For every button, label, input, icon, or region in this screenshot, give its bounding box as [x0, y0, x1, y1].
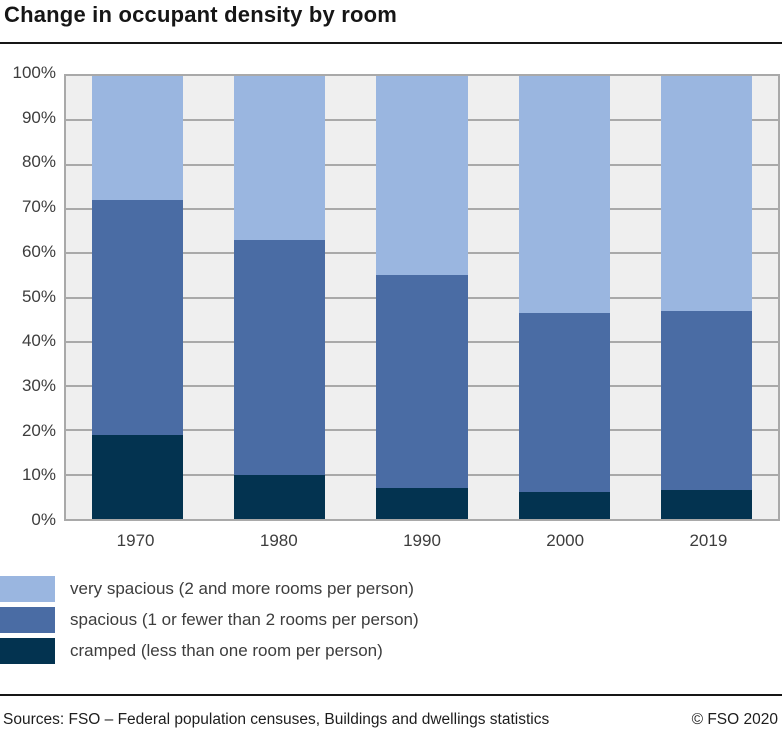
legend-label: spacious (1 or fewer than 2 rooms per pe…: [70, 610, 419, 629]
title-divider: [0, 42, 782, 44]
x-tick-label-2019: 2019: [689, 531, 728, 550]
segment-1990-cramped: [376, 488, 468, 519]
legend: very spacious (2 and more rooms per pers…: [0, 576, 419, 669]
y-tick-label-100: 100%: [12, 63, 56, 82]
segment-1970-very: [91, 76, 183, 201]
sources-text: Sources: FSO – Federal population census…: [3, 711, 550, 728]
bar-slot-1980: [208, 76, 350, 519]
y-tick-label-70: 70%: [21, 197, 56, 217]
segment-2000-spacious: [518, 313, 610, 493]
segment-1980-cramped: [234, 474, 326, 519]
x-tick-label-2000: 2000: [546, 531, 585, 550]
segment-1980-spacious: [234, 239, 326, 475]
x-tick-label-1970: 1970: [116, 531, 155, 550]
footer-divider: [0, 694, 782, 696]
y-tick-label-20: 20%: [21, 420, 56, 440]
segment-1980-very: [234, 76, 326, 240]
segment-1990-spacious: [376, 275, 468, 488]
segment-2019-spacious: [661, 310, 753, 491]
bar-slot-2000: [493, 76, 635, 519]
segment-2019-cramped: [661, 490, 753, 519]
segment-2019-very: [661, 76, 753, 311]
legend-label: very spacious (2 and more rooms per pers…: [70, 579, 414, 598]
bars-container: [66, 76, 778, 519]
segment-1990-very: [376, 76, 468, 276]
bar-slot-1990: [351, 76, 493, 519]
y-tick-label-90: 90%: [21, 107, 56, 127]
x-tick-label-1990: 1990: [403, 531, 441, 550]
segment-2000-cramped: [518, 492, 610, 519]
y-tick-label-80: 80%: [21, 152, 56, 172]
segment-1970-spacious: [91, 200, 183, 435]
y-tick-label-10: 10%: [21, 465, 56, 485]
copyright-text: © FSO 2020: [691, 711, 778, 728]
segment-2000-very: [518, 76, 610, 314]
bar-slot-2019: [636, 76, 778, 519]
stacked-bar-1990: [376, 76, 468, 519]
legend-row: spacious (1 or fewer than 2 rooms per pe…: [0, 607, 419, 633]
chart-title: Change in occupant density by room: [4, 2, 398, 27]
legend-row: very spacious (2 and more rooms per pers…: [0, 576, 419, 602]
legend-swatch: [0, 638, 55, 664]
legend-swatch: [0, 607, 55, 633]
plot-area: [64, 74, 780, 521]
x-tick-label-1980: 1980: [259, 531, 298, 550]
stacked-bar-2019: [661, 76, 753, 519]
y-tick-label-40: 40%: [21, 331, 56, 351]
y-tick-label-30: 30%: [21, 375, 56, 395]
stacked-bar-2000: [518, 76, 610, 519]
y-tick-label-0: 0%: [31, 510, 56, 529]
legend-row: cramped (less than one room per person): [0, 638, 419, 664]
y-tick-label-60: 60%: [21, 241, 56, 261]
stacked-bar-1980: [234, 76, 326, 519]
stacked-bar-1970: [91, 76, 183, 519]
y-tick-label-50: 50%: [21, 286, 56, 306]
legend-swatch: [0, 576, 55, 602]
plot-inner: [66, 76, 778, 519]
legend-label: cramped (less than one room per person): [70, 641, 383, 660]
bar-slot-1970: [66, 76, 208, 519]
segment-1970-cramped: [91, 434, 183, 519]
